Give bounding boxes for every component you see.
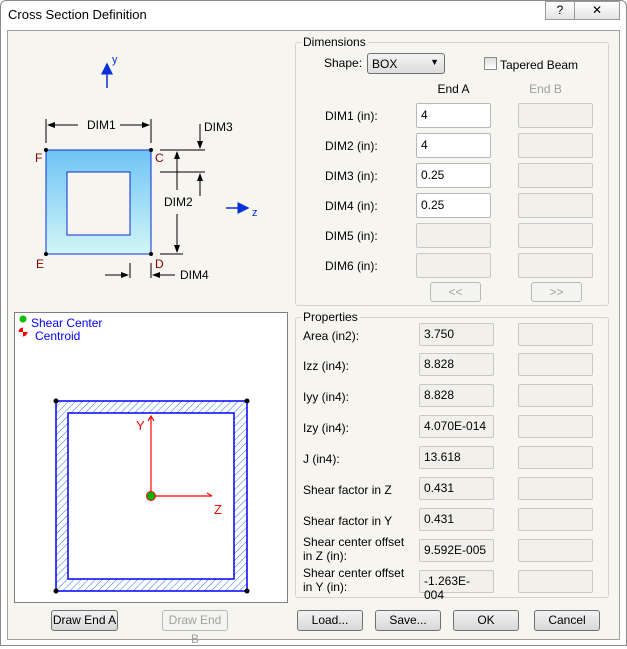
tapered-beam-label: Tapered Beam [500,58,579,72]
save-button[interactable]: Save... [375,610,441,631]
section-schematic: y z F C E D DIM1 DIM3 DIM2 DIM4 [35,54,258,282]
property-end-a-value: 9.592E-005 [419,539,494,562]
draw-end-a-button[interactable]: Draw End A [51,610,118,631]
close-button[interactable]: ✕ [574,1,620,20]
dim-end-b-input[interactable] [518,163,593,188]
property-label: Shear center offset in Y (in): [303,566,405,594]
dimensions-group [295,42,609,306]
window-title: Cross Section Definition [8,7,147,22]
property-end-b-value [518,384,593,407]
axis-y-label: y [112,54,118,66]
dim-end-b-input[interactable] [518,133,593,158]
property-end-b-value [518,570,593,593]
property-end-b-value [518,508,593,531]
section-preview-canvas: Shear Center Centroid Y Z [14,312,288,603]
draw-end-b-button[interactable]: Draw End B [162,610,228,646]
dim-end-b-input[interactable] [518,103,593,128]
dim-end-a-input[interactable] [416,223,491,248]
corner-e-label: E [36,257,44,271]
end-b-header: End B [529,82,562,96]
property-end-b-value [518,477,593,500]
property-label: Izy (in4): [303,421,350,435]
properties-group [295,317,609,598]
dim2-label: DIM2 [164,195,193,209]
dim-end-b-input[interactable] [518,253,593,278]
property-end-b-value [518,415,593,438]
axis-z-label: z [252,207,258,219]
property-label: Area (in2): [303,329,360,343]
corner-c-label: C [155,151,164,165]
corner-f-label: F [35,151,42,165]
property-end-a-value: 13.618 [419,446,494,469]
property-end-a-value: 8.828 [419,384,494,407]
dim-end-a-input[interactable]: 0.25 [416,193,491,218]
dim-end-b-input[interactable] [518,223,593,248]
load-button[interactable]: Load... [297,610,363,631]
property-label: Iyy (in4): [303,390,350,404]
dropdown-arrow-icon: ▼ [430,57,439,67]
dim-row-label: DIM3 (in): [325,169,378,183]
shape-select[interactable]: BOX ▼ [367,53,445,74]
property-end-a-value: 8.828 [419,353,494,376]
preview-axis-z: Z [214,502,222,517]
cancel-button[interactable]: Cancel [534,610,600,631]
dim-row-label: DIM1 (in): [325,109,378,123]
tapered-beam-checkbox[interactable] [484,57,497,70]
property-label: Shear factor in Y [303,514,393,528]
property-end-a-value: 4.070E-014 [419,415,494,438]
dim-end-a-input[interactable]: 0.25 [416,163,491,188]
property-end-a-value: -1.263E-004 [419,570,494,602]
dimensions-title: Dimensions [301,35,368,49]
dim-end-a-input[interactable]: 4 [416,103,491,128]
dim-row-label: DIM2 (in): [325,139,378,153]
dim3-label: DIM3 [204,120,233,134]
property-end-b-value [518,446,593,469]
property-label: Shear center offset in Z (in): [303,535,405,563]
legend-shear-center: Shear Center [31,316,102,330]
dim4-label: DIM4 [180,268,209,282]
z-axis [151,492,213,497]
property-end-b-value [518,539,593,562]
property-label: J (in4): [303,452,340,466]
dim1-label: DIM1 [87,118,116,132]
y-axis [147,414,155,496]
legend-centroid: Centroid [35,329,80,343]
properties-title: Properties [301,310,360,324]
shear-center-marker [146,491,156,501]
shear-center-legend-icon [19,315,27,323]
ok-button[interactable]: OK [453,610,519,631]
dim-row-label: DIM5 (in): [325,229,378,243]
dim-end-a-input[interactable] [416,253,491,278]
dim-row-label: DIM4 (in): [325,199,378,213]
preview-axis-y: Y [136,418,145,433]
shape-label: Shape: [324,56,363,70]
property-end-b-value [518,323,593,346]
copy-to-end-b-button[interactable]: >> [531,282,582,302]
property-label: Izz (in4): [303,359,350,373]
corner-d-label: D [155,257,164,271]
end-a-header: End A [437,82,470,96]
property-end-a-value: 3.750 [419,323,494,346]
copy-to-end-a-button[interactable]: << [430,282,481,302]
dim-end-b-input[interactable] [518,193,593,218]
help-button[interactable]: ? [545,1,575,20]
dim-row-label: DIM6 (in): [325,259,378,273]
property-end-b-value [518,353,593,376]
property-end-a-value: 0.431 [419,477,494,500]
dim-end-a-input[interactable]: 4 [416,133,491,158]
shape-value: BOX [372,57,398,71]
property-end-a-value: 0.431 [419,508,494,531]
property-label: Shear factor in Z [303,483,392,497]
